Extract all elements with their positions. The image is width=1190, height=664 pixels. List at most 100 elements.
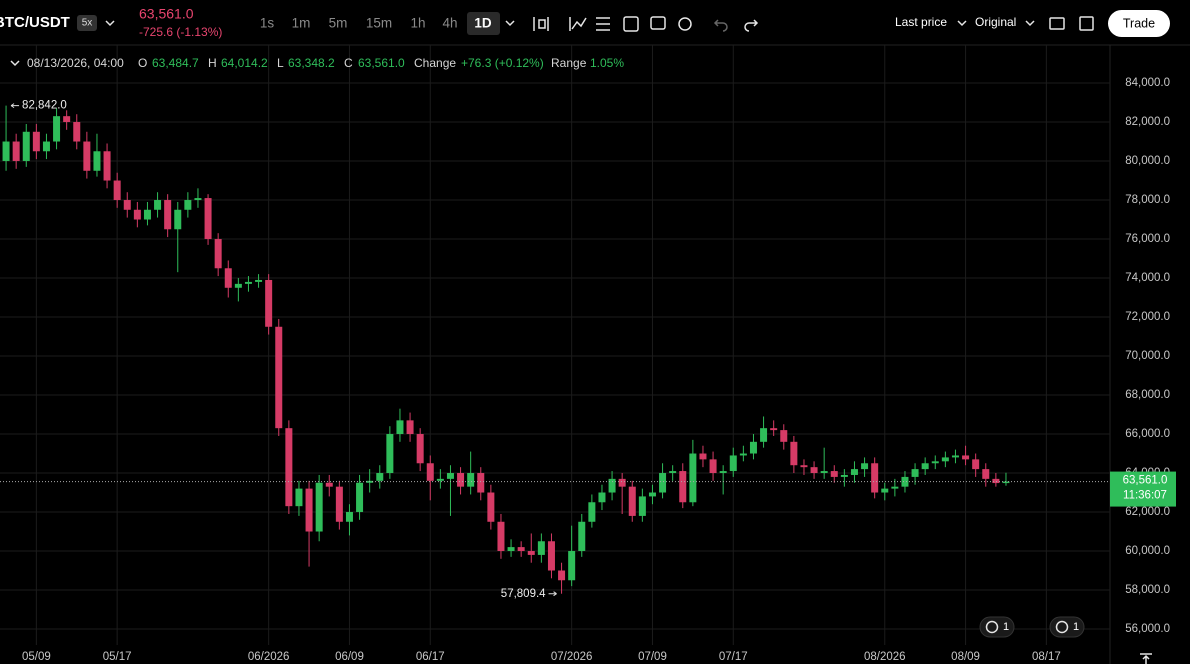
settings-icon[interactable] bbox=[678, 17, 692, 31]
candle-body bbox=[376, 473, 384, 481]
symbol-dropdown[interactable] bbox=[105, 20, 115, 27]
x-tick-label: 08/2026 bbox=[864, 651, 906, 663]
timeframe[interactable]: 1s bbox=[260, 16, 275, 31]
x-tick-label: 05/17 bbox=[103, 651, 132, 663]
price-change: -725.6 (-1.13%) bbox=[139, 25, 222, 39]
price-type[interactable]: Last price bbox=[895, 15, 947, 29]
candle-body bbox=[800, 465, 808, 468]
candle-body bbox=[992, 478, 1000, 484]
price: 63,561.0 bbox=[139, 6, 194, 22]
timeframe[interactable]: 4h bbox=[442, 16, 457, 31]
candle-body bbox=[12, 141, 20, 162]
candle-body bbox=[32, 131, 40, 152]
candle-type-icon[interactable] bbox=[533, 17, 549, 31]
badge-count[interactable]: 1 bbox=[1073, 621, 1079, 633]
scale-icon[interactable] bbox=[1140, 653, 1152, 664]
fullscreen-icon[interactable] bbox=[1079, 16, 1094, 31]
candle-body bbox=[335, 486, 343, 522]
timeframe-selected[interactable] bbox=[467, 12, 500, 35]
globe-icon bbox=[1055, 620, 1069, 634]
candle-body bbox=[275, 326, 283, 429]
y-tick-label: 82,000.0 bbox=[1125, 116, 1170, 128]
x-tick-label: 06/2026 bbox=[248, 651, 290, 663]
low-arrow bbox=[548, 591, 557, 597]
candle-body bbox=[184, 200, 192, 210]
candle-body bbox=[941, 457, 949, 462]
candle-body bbox=[1002, 481, 1010, 484]
countdown: 11:36:07 bbox=[1123, 490, 1167, 502]
y-tick-label: 58,000.0 bbox=[1125, 584, 1170, 596]
legend-h-label: H bbox=[208, 56, 217, 70]
window-icon[interactable] bbox=[1049, 17, 1065, 30]
candle-body bbox=[234, 283, 242, 288]
plot: 82,842.0 57,809.4 bbox=[0, 100, 1110, 600]
timeframe[interactable]: 5m bbox=[329, 16, 348, 31]
settings-list-icon[interactable] bbox=[596, 17, 610, 31]
candle-body bbox=[83, 141, 91, 171]
candle-body bbox=[507, 547, 515, 552]
candle-body bbox=[719, 471, 727, 474]
candle-body bbox=[739, 453, 747, 456]
candle-body bbox=[22, 131, 30, 162]
candle-body bbox=[123, 200, 131, 210]
candle-body bbox=[648, 492, 656, 497]
candle-body bbox=[558, 570, 566, 581]
candle-body bbox=[659, 473, 667, 493]
candle-body bbox=[416, 434, 424, 464]
trade-label[interactable]: Trade bbox=[1123, 16, 1155, 30]
timeframe-dropdown[interactable] bbox=[505, 20, 515, 27]
view-mode[interactable]: Original bbox=[975, 15, 1016, 29]
x-tick-label: 06/17 bbox=[416, 651, 445, 663]
x-tick-label: 07/17 bbox=[719, 651, 748, 663]
timeframe[interactable]: 1D bbox=[474, 16, 492, 31]
candle-body bbox=[154, 200, 162, 210]
candle-body bbox=[598, 492, 606, 503]
draw-icon[interactable] bbox=[623, 16, 639, 32]
leverage[interactable]: 5x bbox=[82, 18, 93, 29]
low-label: 57,809.4 bbox=[501, 588, 546, 600]
badge-count[interactable]: 1 bbox=[1003, 621, 1009, 633]
x-tick-label: 07/09 bbox=[638, 651, 667, 663]
candle-body bbox=[143, 209, 151, 220]
legend-c: 63,561.0 bbox=[358, 56, 405, 70]
candle-body bbox=[42, 141, 50, 152]
candle-body bbox=[820, 471, 828, 474]
leverage-badge[interactable] bbox=[77, 15, 97, 31]
candle-body bbox=[537, 541, 545, 555]
candle-body bbox=[93, 151, 101, 171]
candle-body bbox=[709, 459, 717, 474]
candle-body bbox=[770, 428, 778, 431]
candle-body bbox=[982, 469, 990, 479]
candle-body bbox=[689, 453, 697, 503]
candle-body bbox=[699, 453, 707, 460]
legend-range: 1.05% bbox=[590, 56, 624, 70]
legend-toggle[interactable] bbox=[10, 60, 20, 67]
candle-body bbox=[487, 492, 495, 522]
candle-body bbox=[446, 473, 454, 479]
candle-body bbox=[729, 455, 737, 472]
price-type-dropdown[interactable] bbox=[957, 20, 967, 27]
layout-icon[interactable] bbox=[650, 16, 666, 30]
candle-body bbox=[133, 209, 141, 220]
x-tick-label: 06/09 bbox=[335, 651, 364, 663]
timeframe[interactable]: 1h bbox=[410, 16, 425, 31]
candle-body bbox=[628, 486, 636, 516]
indicators-icon[interactable] bbox=[569, 17, 587, 31]
legend-h: 64,014.2 bbox=[221, 56, 268, 70]
trade-button[interactable] bbox=[1108, 10, 1170, 37]
timeframe[interactable]: 15m bbox=[366, 16, 392, 31]
candle-body bbox=[840, 474, 848, 477]
redo-icon[interactable] bbox=[744, 19, 759, 32]
candle-body bbox=[749, 441, 757, 454]
candle-body bbox=[477, 473, 485, 493]
timeframe[interactable]: 1m bbox=[292, 16, 311, 31]
candle-body bbox=[204, 198, 212, 240]
candle-body bbox=[962, 455, 970, 460]
symbol[interactable]: BTC/USDT bbox=[0, 14, 70, 31]
undo-icon[interactable] bbox=[713, 19, 728, 32]
candle-body bbox=[891, 486, 899, 489]
last-price-tag bbox=[1110, 471, 1176, 507]
view-dropdown[interactable] bbox=[1025, 20, 1035, 27]
candle-body bbox=[547, 541, 555, 571]
